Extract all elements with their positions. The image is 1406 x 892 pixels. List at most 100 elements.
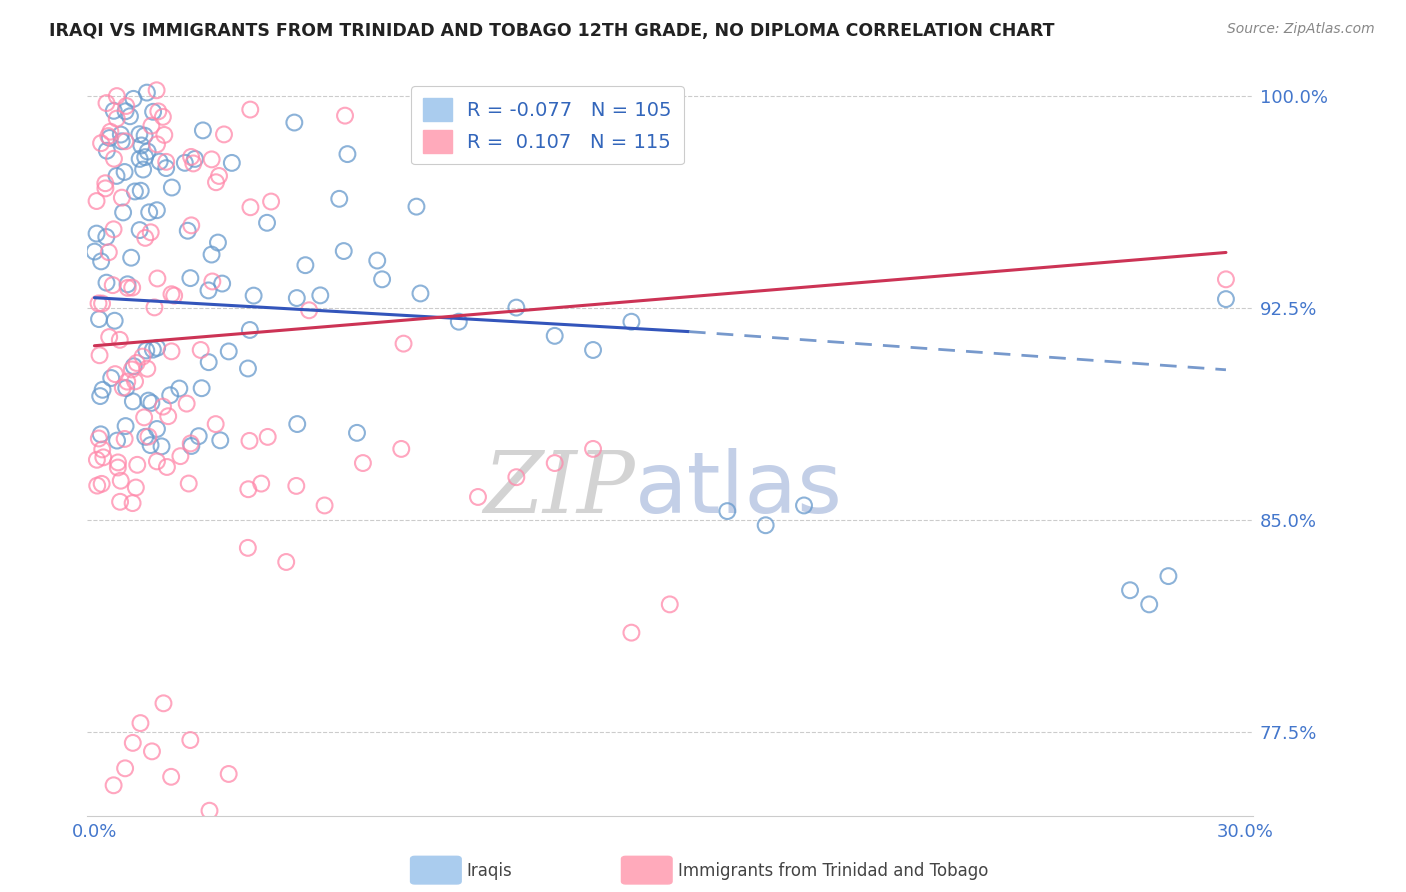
Point bbox=[155, 154, 177, 169]
Point bbox=[405, 200, 427, 214]
Point bbox=[96, 276, 118, 290]
Point bbox=[409, 286, 432, 301]
Point bbox=[146, 341, 169, 355]
Point bbox=[90, 254, 112, 268]
Point bbox=[582, 442, 605, 456]
Point bbox=[149, 154, 172, 169]
Point bbox=[108, 495, 131, 509]
Point bbox=[132, 162, 155, 177]
Point bbox=[582, 343, 605, 357]
Point bbox=[1157, 569, 1180, 583]
Point bbox=[107, 455, 129, 469]
Point bbox=[218, 344, 240, 359]
Point bbox=[150, 439, 173, 453]
Point bbox=[108, 333, 131, 347]
Point bbox=[180, 436, 202, 450]
Point bbox=[103, 152, 125, 166]
Point bbox=[131, 138, 153, 153]
Point bbox=[114, 761, 136, 775]
Point bbox=[83, 244, 105, 259]
Point bbox=[467, 490, 489, 504]
Point bbox=[276, 555, 298, 569]
Point bbox=[179, 733, 201, 747]
Point bbox=[285, 417, 308, 431]
Point bbox=[1119, 583, 1142, 598]
Point bbox=[160, 344, 183, 359]
Point bbox=[143, 301, 166, 315]
Point bbox=[505, 301, 527, 315]
Point bbox=[146, 454, 169, 468]
Point bbox=[117, 375, 139, 389]
Point bbox=[190, 381, 212, 395]
Point bbox=[146, 422, 169, 436]
Point bbox=[179, 271, 201, 285]
Point bbox=[136, 361, 159, 376]
Point bbox=[135, 343, 157, 358]
Point bbox=[100, 125, 122, 139]
Point bbox=[87, 432, 110, 446]
Point bbox=[138, 393, 160, 408]
Point bbox=[142, 343, 165, 357]
Point bbox=[117, 281, 139, 295]
Point bbox=[209, 434, 232, 448]
Point bbox=[392, 336, 415, 351]
Point bbox=[346, 425, 368, 440]
Point bbox=[124, 375, 146, 389]
Point bbox=[180, 150, 202, 164]
Point bbox=[755, 518, 778, 533]
Point bbox=[177, 224, 200, 238]
Point bbox=[103, 103, 125, 118]
Point bbox=[107, 460, 129, 475]
Point bbox=[89, 348, 111, 362]
Text: ZIP: ZIP bbox=[482, 448, 634, 531]
Point bbox=[201, 275, 224, 289]
Point bbox=[155, 161, 177, 175]
Point bbox=[134, 150, 156, 164]
Point bbox=[173, 156, 195, 170]
Point bbox=[256, 430, 278, 444]
Point bbox=[239, 200, 262, 214]
Point bbox=[128, 223, 150, 237]
Point bbox=[283, 115, 305, 129]
Point bbox=[131, 350, 153, 364]
Point bbox=[90, 476, 112, 491]
Point bbox=[86, 452, 108, 467]
Point bbox=[122, 92, 145, 106]
Point bbox=[285, 479, 308, 493]
Point bbox=[125, 356, 148, 370]
Point bbox=[115, 381, 138, 395]
Point bbox=[160, 770, 183, 784]
Point bbox=[104, 367, 127, 381]
Point bbox=[191, 123, 214, 137]
Point bbox=[148, 104, 170, 119]
Point bbox=[211, 277, 233, 291]
Point bbox=[98, 131, 121, 145]
Point bbox=[134, 430, 156, 444]
Point bbox=[141, 119, 163, 133]
Point bbox=[620, 315, 643, 329]
Point bbox=[152, 110, 174, 124]
Point bbox=[207, 235, 229, 250]
Point bbox=[115, 99, 138, 113]
Point bbox=[111, 191, 134, 205]
Point bbox=[157, 409, 180, 424]
Point bbox=[197, 355, 219, 369]
Point bbox=[332, 244, 354, 258]
Point bbox=[159, 388, 181, 402]
Point bbox=[117, 277, 139, 292]
Point bbox=[96, 144, 118, 158]
Point bbox=[1215, 272, 1237, 286]
Point bbox=[97, 129, 120, 144]
Point bbox=[91, 450, 114, 465]
Point bbox=[793, 499, 815, 513]
Point bbox=[139, 438, 162, 452]
Point bbox=[221, 156, 243, 170]
Point bbox=[236, 361, 259, 376]
Point bbox=[90, 427, 112, 442]
Point bbox=[89, 389, 111, 403]
Point bbox=[250, 476, 273, 491]
Point bbox=[105, 434, 128, 448]
Text: Iraqis: Iraqis bbox=[467, 862, 513, 880]
Point bbox=[136, 145, 159, 159]
Point bbox=[328, 192, 350, 206]
